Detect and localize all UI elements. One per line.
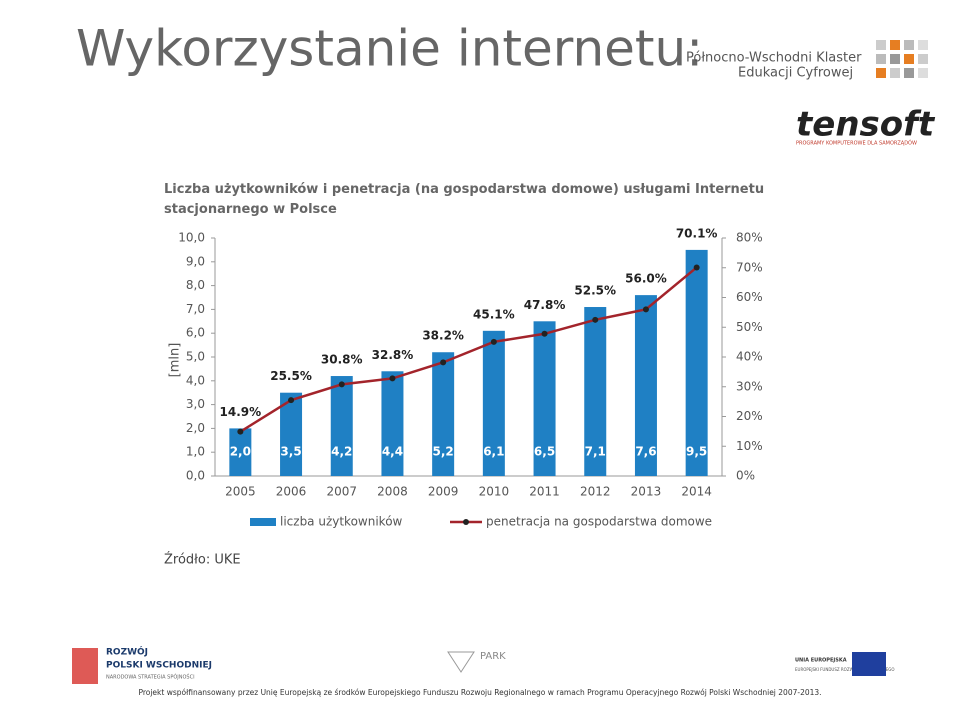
legend-label: penetracja na gospodarstwa domowe [486, 515, 712, 529]
brand: tensoft [796, 105, 936, 145]
bar-value-label: 4,2 [331, 445, 352, 459]
y-tick-label: 8,0 [186, 278, 205, 292]
y2-tick-label: 50% [736, 320, 763, 334]
bar [533, 321, 556, 476]
y2-tick-label: 80% [736, 231, 763, 245]
line-marker [237, 428, 244, 435]
line-value-label: 38.2% [422, 329, 464, 343]
legend-label: liczba użytkowników [280, 515, 403, 529]
y2-tick-label: 70% [736, 260, 763, 274]
slide-title: Wykorzystanie internetu: [76, 20, 703, 78]
logo-text: Edukacji Cyfrowej [738, 66, 853, 81]
bar [432, 352, 455, 476]
y-axis-label: [mln] [168, 343, 183, 378]
legend-swatch [463, 519, 469, 525]
line-marker [490, 338, 497, 345]
footer-text: PARK [480, 651, 506, 662]
footer: ROZWÓJ POLSKI WSCHODNIEJ NARODOWA STRATE… [72, 646, 895, 697]
logo-text: Północno-Wschodni Klaster [686, 51, 862, 66]
line-marker [693, 264, 700, 271]
footer-text: POLSKI WSCHODNIEJ [106, 661, 212, 671]
bar [330, 376, 353, 476]
bar-value-label: 6,5 [534, 445, 555, 459]
y-tick-label: 7,0 [186, 302, 205, 316]
line-value-label: 25.5% [270, 369, 312, 383]
bar [381, 371, 404, 476]
x-tick-label: 2014 [681, 485, 712, 499]
line-value-label: 45.1% [473, 307, 515, 321]
y2-tick-label: 20% [736, 409, 763, 423]
bar [229, 428, 252, 476]
footer-text: ROZWÓJ [106, 646, 148, 658]
y2-tick-label: 10% [736, 439, 763, 453]
y-tick-label: 2,0 [186, 421, 205, 435]
x-tick-label: 2009 [428, 485, 459, 499]
x-tick-label: 2011 [529, 485, 560, 499]
bar-value-label: 5,2 [433, 445, 454, 459]
bar-value-label: 2,0 [230, 445, 251, 459]
line-value-label: 47.8% [524, 298, 566, 312]
line-value-label: 32.8% [372, 348, 414, 362]
bar-value-label: 4,4 [382, 445, 403, 459]
y-tick-label: 3,0 [186, 397, 205, 411]
footer-text: UNIA EUROPEJSKA [795, 658, 847, 664]
line-marker [389, 375, 396, 382]
line-value-label: 14.9% [220, 405, 262, 419]
y-tick-label: 6,0 [186, 326, 205, 340]
footer-text: NARODOWA STRATEGIA SPÓJNOŚCI [106, 674, 195, 681]
x-tick-label: 2012 [580, 485, 611, 499]
line-marker [338, 381, 345, 388]
line-value-label: 52.5% [574, 284, 616, 298]
y-tick-label: 10,0 [178, 231, 205, 245]
line-marker [440, 359, 447, 366]
footer-note: Projekt współfinansowany przez Unię Euro… [138, 688, 821, 697]
y-tick-label: 9,0 [186, 254, 205, 268]
y-tick-label: 0,0 [186, 469, 205, 483]
bar-value-label: 7,1 [585, 445, 606, 459]
y2-tick-label: 40% [736, 350, 763, 364]
source: Źródło: UKE [164, 552, 241, 568]
brand-tagline: PROGRAMY KOMPUTEROWE DLA SAMORZĄDÓW [796, 140, 917, 147]
x-tick-label: 2013 [631, 485, 662, 499]
line-marker [541, 330, 548, 337]
bar-value-label: 7,6 [635, 445, 656, 459]
x-tick-label: 2006 [276, 485, 307, 499]
y2-tick-label: 0% [736, 469, 755, 483]
footer-text: EUROPEJSKI FUNDUSZ ROZWOJU REGIONALNEGO [795, 667, 895, 672]
y-tick-label: 1,0 [186, 445, 205, 459]
bar [584, 307, 607, 476]
x-tick-label: 2007 [326, 485, 357, 499]
y2-tick-label: 60% [736, 290, 763, 304]
bar [280, 392, 303, 476]
line-marker [642, 306, 649, 313]
line-marker [592, 316, 599, 323]
bar-value-label: 3,5 [280, 445, 301, 459]
line-value-label: 30.8% [321, 353, 363, 367]
y2-tick-label: 30% [736, 379, 763, 393]
line [239, 266, 698, 433]
bar [634, 295, 657, 476]
y-tick-label: 5,0 [186, 350, 205, 364]
line-value-label: 56.0% [625, 272, 667, 286]
legend-swatch [250, 518, 276, 526]
y-tick-label: 4,0 [186, 373, 205, 387]
x-tick-label: 2008 [377, 485, 408, 499]
line-marker [288, 397, 295, 404]
bar-value-label: 6,1 [483, 445, 504, 459]
chart-title: Liczba użytkowników i penetracja (na gos… [164, 182, 765, 217]
bar-value-label: 9,5 [686, 445, 707, 459]
logo-grid [876, 40, 928, 78]
line-value-label: 70.1% [676, 226, 718, 240]
bar [685, 249, 708, 476]
x-tick-label: 2010 [479, 485, 510, 499]
x-tick-label: 2005 [225, 485, 256, 499]
bar [482, 330, 505, 476]
